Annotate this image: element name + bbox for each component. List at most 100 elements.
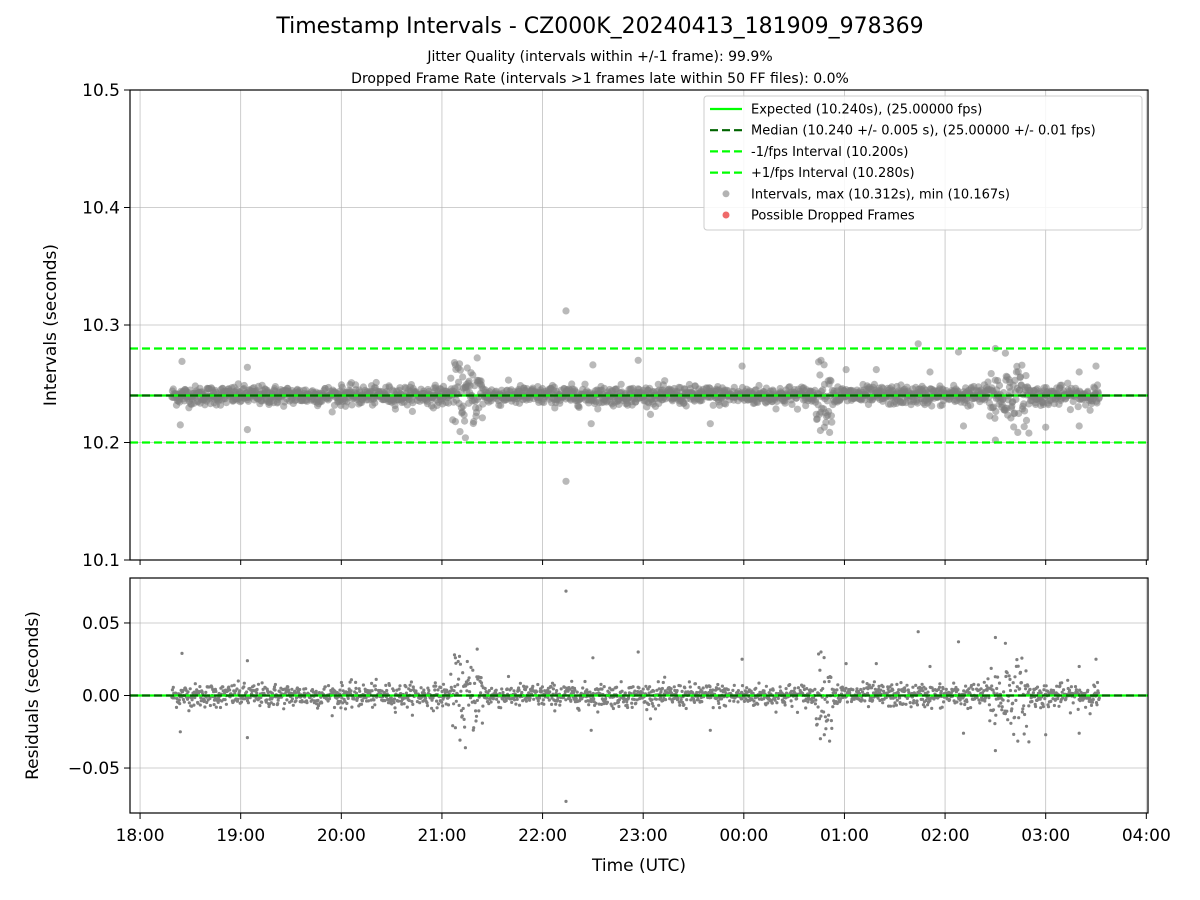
residual-point bbox=[994, 713, 998, 717]
residual-point bbox=[1052, 703, 1056, 708]
residual-point bbox=[514, 702, 518, 706]
interval-point bbox=[243, 363, 251, 371]
residual-point bbox=[360, 699, 364, 703]
residual-point bbox=[1035, 685, 1040, 689]
residual-point bbox=[338, 688, 342, 692]
residual-point bbox=[972, 682, 976, 687]
residual-point bbox=[769, 698, 774, 702]
residual-point bbox=[459, 689, 463, 693]
residual-point bbox=[592, 697, 596, 701]
residual-point bbox=[534, 690, 539, 694]
residual-point bbox=[616, 700, 621, 704]
residual-point bbox=[894, 703, 899, 707]
residual-point bbox=[1007, 683, 1012, 687]
residual-point bbox=[766, 701, 770, 705]
interval-point bbox=[1022, 372, 1030, 380]
residual-point bbox=[1036, 691, 1040, 695]
residual-point bbox=[224, 702, 228, 706]
residual-point bbox=[657, 703, 661, 707]
residual-point bbox=[966, 706, 970, 711]
interval-point bbox=[928, 402, 936, 410]
residual-point bbox=[1044, 733, 1048, 737]
residual-point bbox=[245, 736, 249, 740]
residual-point bbox=[474, 709, 478, 713]
residual-point bbox=[928, 664, 932, 669]
residual-point bbox=[350, 705, 354, 709]
interval-point bbox=[646, 410, 655, 418]
interval-point bbox=[504, 376, 513, 384]
legend-label: Expected (10.240s), (25.00000 fps) bbox=[751, 103, 982, 118]
residual-point bbox=[633, 689, 637, 693]
residual-point bbox=[1001, 698, 1005, 702]
residual-point bbox=[178, 702, 182, 706]
residual-point bbox=[861, 680, 865, 684]
residual-point bbox=[186, 690, 190, 694]
residual-point bbox=[977, 698, 981, 702]
residual-point bbox=[764, 684, 769, 688]
residual-point bbox=[1041, 705, 1045, 709]
residual-point bbox=[993, 722, 997, 726]
legend-marker bbox=[722, 190, 730, 198]
residual-point bbox=[866, 687, 870, 691]
residual-point bbox=[195, 688, 199, 692]
residual-point bbox=[928, 699, 932, 703]
residual-point bbox=[1024, 687, 1028, 691]
residual-point bbox=[707, 691, 711, 695]
residual-point bbox=[192, 703, 196, 707]
residual-point bbox=[491, 697, 495, 701]
residual-point bbox=[947, 698, 952, 702]
residual-point bbox=[218, 705, 223, 710]
residual-point bbox=[457, 677, 461, 681]
residual-point bbox=[757, 681, 761, 685]
residual-point bbox=[500, 687, 504, 691]
residual-point bbox=[1006, 699, 1010, 703]
residual-point bbox=[465, 689, 469, 693]
residual-point bbox=[736, 689, 741, 693]
interval-point bbox=[992, 407, 1000, 416]
residual-point bbox=[297, 691, 301, 695]
residual-point bbox=[272, 702, 276, 707]
residual-point bbox=[341, 701, 345, 705]
residual-point bbox=[202, 698, 206, 702]
residual-point bbox=[634, 701, 638, 705]
residual-point bbox=[709, 695, 713, 700]
residual-point bbox=[1027, 704, 1031, 708]
bottom-x-tick-label: 18:00 bbox=[116, 826, 165, 846]
residual-point bbox=[228, 688, 232, 692]
interval-point bbox=[403, 401, 411, 409]
residual-point bbox=[387, 683, 392, 688]
residual-point bbox=[909, 705, 913, 709]
residual-point bbox=[236, 697, 240, 701]
residual-point bbox=[456, 683, 460, 687]
residual-point bbox=[461, 671, 465, 675]
residual-point bbox=[1039, 706, 1043, 710]
residual-point bbox=[558, 699, 562, 704]
residual-point bbox=[941, 687, 945, 691]
residual-point bbox=[678, 703, 682, 707]
residual-point bbox=[930, 706, 934, 711]
interval-point bbox=[1020, 423, 1028, 431]
residual-point bbox=[822, 710, 826, 714]
residual-point bbox=[441, 682, 446, 686]
residual-point bbox=[463, 725, 467, 729]
residual-point bbox=[449, 685, 453, 690]
residual-point bbox=[290, 697, 294, 701]
top-axis-ticks: 10.1 10.2 10.3 10.4 10.5 bbox=[82, 81, 1147, 571]
residual-point bbox=[897, 688, 901, 692]
residual-point bbox=[1015, 658, 1019, 662]
residual-point bbox=[754, 686, 758, 690]
residual-point bbox=[1064, 697, 1068, 701]
residual-point bbox=[1007, 674, 1011, 678]
residual-point bbox=[687, 680, 692, 684]
interval-point bbox=[1075, 422, 1083, 430]
residual-point bbox=[260, 681, 264, 685]
residual-point bbox=[1022, 704, 1026, 708]
residual-point bbox=[844, 686, 848, 690]
residual-point bbox=[316, 698, 320, 703]
residual-point bbox=[457, 654, 462, 659]
residual-point bbox=[561, 695, 566, 700]
residual-point bbox=[670, 700, 675, 704]
residual-point bbox=[827, 679, 831, 684]
residual-point bbox=[971, 687, 975, 691]
residual-point bbox=[398, 684, 402, 688]
